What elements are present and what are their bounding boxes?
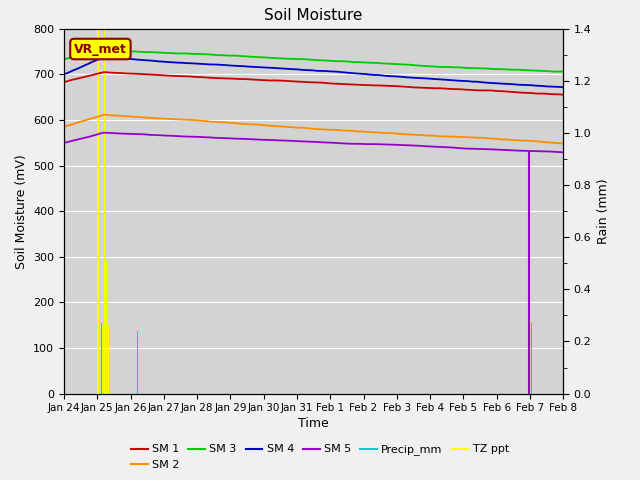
Legend: SM 1, SM 2, SM 3, SM 4, SM 5, Precip_mm, TZ ppt: SM 1, SM 2, SM 3, SM 4, SM 5, Precip_mm,… xyxy=(127,440,513,474)
Y-axis label: Soil Moisture (mV): Soil Moisture (mV) xyxy=(15,154,28,269)
Bar xyxy=(106,261,107,394)
X-axis label: Time: Time xyxy=(298,418,329,431)
Bar xyxy=(531,323,532,394)
Bar xyxy=(137,331,138,394)
Bar xyxy=(108,325,109,394)
Title: Soil Moisture: Soil Moisture xyxy=(264,9,363,24)
Bar xyxy=(101,323,102,394)
Bar xyxy=(102,323,103,394)
Bar xyxy=(104,29,105,394)
Text: VR_met: VR_met xyxy=(74,43,127,56)
Bar xyxy=(97,29,98,394)
Y-axis label: Rain (mm): Rain (mm) xyxy=(597,179,610,244)
Bar xyxy=(102,325,104,394)
Bar xyxy=(100,325,102,394)
